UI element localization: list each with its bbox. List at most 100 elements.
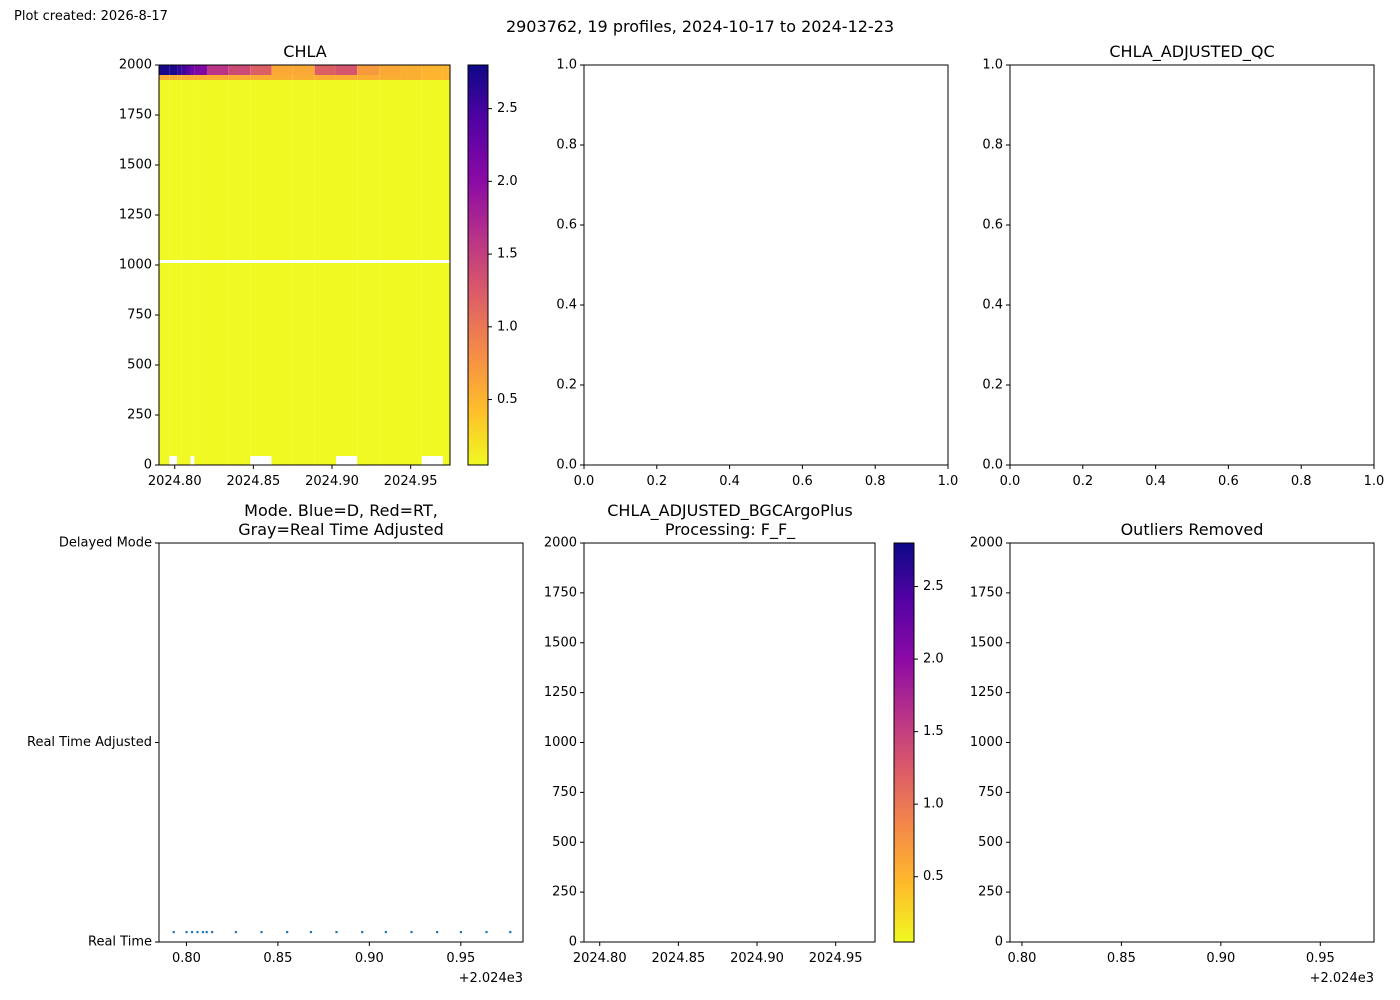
chla-surface-cell	[194, 65, 207, 75]
chla-colorbar-tick-label: 1.5	[497, 247, 518, 262]
empty-top-middle-xtick-label: 0.2	[646, 474, 667, 489]
mode-point	[196, 931, 199, 934]
chla-ytick-label: 1750	[119, 108, 152, 123]
chla-deep-cell	[314, 80, 336, 260]
bgcargoplus-colorbar	[893, 542, 915, 943]
bgcargoplus-xtick-label: 2024.85	[651, 951, 705, 966]
chla-adjusted-qc-title: CHLA_ADJUSTED_QC	[1109, 42, 1274, 62]
mode-ytick-label: Real Time Adjusted	[27, 735, 152, 750]
bgcargoplus-ytick-label: 0	[569, 935, 577, 950]
outliers-title: Outliers Removed	[1121, 520, 1264, 539]
outliers-xtick-label: 0.80	[1007, 951, 1036, 966]
mode-point	[260, 931, 263, 934]
chla-deep-cell	[442, 263, 450, 465]
chla-deep-cell	[292, 80, 315, 260]
chla-xtick-label: 2024.80	[148, 474, 202, 489]
outliers-title-line: Outliers Removed	[1121, 520, 1264, 539]
bgcargoplus-ytick-label: 500	[552, 835, 577, 850]
chla-deep-cell	[250, 80, 272, 260]
bgcargoplus-title: CHLA_ADJUSTED_BGCArgoPlus Processing: F_F…	[607, 501, 853, 540]
chla-deep-cell	[400, 80, 422, 260]
bgcargoplus-ytick-label: 1000	[544, 735, 577, 750]
chla-colorbar-tick-label: 1.0	[497, 319, 518, 334]
axes: 2024.80 2024.85 2024.90 2024.95 0 250 500 750 10…	[27, 58, 1384, 987]
chla-surface-cell	[357, 65, 380, 75]
chla-deep-cell	[169, 263, 178, 456]
bgcargoplus-ytick-label: 1250	[544, 685, 577, 700]
chla-deep-cell	[271, 80, 293, 260]
bgcargoplus-xtick-label: 2024.95	[809, 951, 863, 966]
mode-point	[509, 931, 512, 934]
mode-point	[185, 931, 188, 934]
bgcargoplus-colorbar-tick-label: 2.5	[923, 579, 944, 594]
chla-deep-cell	[206, 263, 229, 465]
mode-point	[286, 931, 289, 934]
chla-xtick-label: 2024.90	[305, 474, 359, 489]
bgcargoplus-colorbar-tick-label: 0.5	[923, 869, 944, 884]
chla-ytick-label: 1250	[119, 208, 152, 223]
chla-deep-cell	[177, 263, 182, 465]
chla-surface-cell	[159, 65, 170, 75]
chla-adjusted-qc-ytick-label: 0.6	[982, 218, 1003, 233]
chla-deep-cell	[357, 80, 380, 260]
mode-point	[190, 931, 194, 934]
chla-transition-cell	[186, 75, 191, 80]
chla-title-line: CHLA	[283, 42, 326, 61]
chla-ytick-label: 1500	[119, 158, 152, 173]
chla-heatmap	[159, 65, 450, 465]
chla-ytick-label: 500	[127, 358, 152, 373]
mode-point	[211, 931, 214, 934]
chla-adjusted-qc-xtick-label: 0.6	[1218, 474, 1239, 489]
mode-xtick-label: 0.95	[446, 951, 475, 966]
chla-surface-cell	[181, 65, 187, 75]
mode-point	[234, 931, 238, 934]
chla-transition-cell	[357, 75, 380, 80]
chla-xtick-label: 2024.85	[226, 474, 280, 489]
mode-points	[172, 931, 512, 934]
chla-deep-cell	[421, 263, 443, 456]
bgcargoplus-title-line: Processing: F_F_	[665, 520, 796, 540]
mode-x-offset-label: +2.024e3	[459, 971, 523, 986]
chla-deep-cell	[421, 80, 443, 260]
chla-deep-cell	[228, 80, 251, 260]
chla-surface-cell	[335, 65, 358, 75]
mode-ytick-label: Real Time	[88, 935, 152, 950]
chla-transition-cell	[228, 75, 251, 80]
chla-transition-cell	[169, 75, 178, 80]
chla-transition-cell	[190, 75, 195, 80]
chla-transition-cell	[250, 75, 272, 80]
chla-deep-cell	[228, 263, 251, 465]
mode-point	[335, 931, 338, 934]
plot-created-label: Plot created: 2026-8-17	[14, 9, 168, 24]
bgcargoplus-colorbar-tick-label: 1.0	[923, 797, 944, 812]
mode-point	[205, 931, 208, 934]
chla-surface-cell	[250, 65, 272, 75]
chla-deep-cell	[190, 263, 195, 456]
chla-colorbar	[467, 64, 489, 466]
chla-transition-cell	[292, 75, 315, 80]
chla-transition-cell	[206, 75, 229, 80]
bgcargoplus-xtick-label: 2024.80	[573, 951, 627, 966]
outliers-xtick-label: 0.95	[1306, 951, 1335, 966]
chla-transition-cell	[379, 75, 401, 80]
chla-adjusted-qc-ytick-label: 1.0	[982, 58, 1003, 73]
empty-top-middle-ytick-label: 0.2	[556, 378, 577, 393]
chla-adjusted-qc-ytick-label: 0.4	[982, 298, 1003, 313]
chla-deep-cell	[169, 80, 178, 260]
empty-top-middle-xtick-label: 0.8	[865, 474, 886, 489]
chla-transition-cell	[181, 75, 187, 80]
mode-title-line: Gray=Real Time Adjusted	[238, 520, 444, 539]
mode-point	[485, 931, 488, 934]
chla-adjusted-qc-title-line: CHLA_ADJUSTED_QC	[1109, 42, 1274, 62]
chla-adjusted-qc-xtick-label: 0.4	[1145, 474, 1166, 489]
chla-adjusted-qc-xtick-label: 0.2	[1072, 474, 1093, 489]
chla-surface-cell	[190, 65, 195, 75]
chla-deep-cell	[186, 263, 191, 465]
chla-deep-cell	[442, 80, 450, 260]
mode-axes-frame	[158, 542, 524, 943]
mode-xtick-label: 0.80	[172, 951, 201, 966]
outliers-ytick-label: 250	[978, 885, 1003, 900]
chla-deep-cell	[181, 263, 187, 465]
mode-point	[410, 931, 413, 934]
chla-transition-cell	[194, 75, 207, 80]
